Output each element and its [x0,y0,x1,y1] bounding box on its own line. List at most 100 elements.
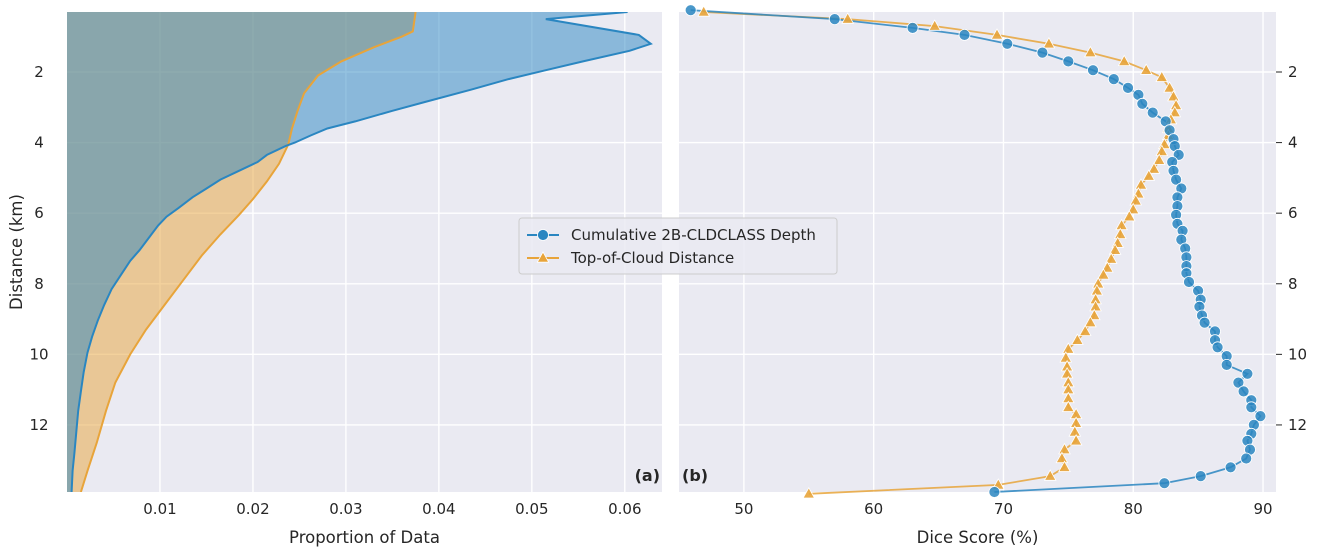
data-point-triangle [1155,70,1169,82]
x-tick-label: 0.04 [422,500,455,518]
x-tick-label: 50 [734,500,753,518]
data-point-circle [1122,82,1134,94]
data-point-triangle [990,28,1004,40]
x-tick-label: 0.03 [329,500,362,518]
data-point-triangle [1059,351,1073,363]
y-tick-label: 10 [29,345,48,363]
x-tick-label: 0.05 [515,500,548,518]
data-point-triangle [1061,342,1075,354]
data-point-triangle [1071,333,1084,345]
data-point-circle [1136,97,1149,110]
data-point-circle [1107,73,1120,85]
y-tick-label: 4 [34,134,44,152]
data-point-triangle [1134,178,1148,190]
legend-label-cumulative-depth: Cumulative 2B-CLDCLASS Depth [571,226,816,244]
data-point-triangle [1139,63,1153,75]
data-point-circle [1036,46,1049,59]
data-point-triangle [1069,416,1083,428]
data-point-circle [1240,452,1253,465]
data-point-triangle [1126,202,1140,215]
y-tick-label: 12 [29,416,48,434]
data-point-circle [1146,106,1159,119]
data-point-triangle [1122,209,1136,222]
area-fill-cumulative-2b-cldclass-depth [67,12,651,492]
data-point-circle [1170,173,1182,186]
x-tick-label: 0.02 [236,500,269,518]
y-tick-label: 8 [34,275,44,293]
y-tick-label-right: 4 [1288,134,1298,152]
y-tick-label-right: 2 [1288,63,1298,81]
data-point-triangle [1042,36,1056,49]
data-point-triangle [928,19,942,31]
legend: Cumulative 2B-CLDCLASS Depth Top-of-Clou… [518,217,838,275]
data-point-triangle [1113,227,1127,239]
panel-a: 0.01 0.02 0.03 0.04 0.05 0.06 2 4 6 8 10 12 Proport… [7,12,662,547]
data-point-triangle [1155,144,1169,156]
panel-a-ticks: 0.01 0.02 0.03 0.04 0.05 0.06 2 4 6 8 10 12 [29,63,641,518]
panel-b: 50 60 70 80 90 2 4 6 8 10 12 Dice Score (%) (b) [679,4,1307,547]
data-point-circle [1224,461,1237,474]
x-tick-label: 80 [1124,500,1143,518]
legend-label-top-of-cloud: Top-of-Cloud Distance [570,249,734,267]
y-tick-label-right: 12 [1288,416,1307,434]
area-line-cumulative-2b-cldclass-depth [70,12,653,492]
y-tick-label: 6 [34,204,44,222]
data-point-triangle [1069,433,1083,446]
data-point-triangle [802,486,816,499]
data-point-circle [1220,358,1233,371]
data-point-triangle [1089,299,1102,312]
panel-b-series [684,4,1267,499]
data-point-circle [988,486,1001,498]
data-point-triangle [1129,193,1143,206]
legend-marker-circle [537,229,549,241]
panel-b-ticks: 50 60 70 80 90 2 4 6 8 10 12 [734,63,1307,518]
area-line-top-of-cloud-distance [79,12,417,492]
data-point-triangle [1117,54,1131,66]
data-point-triangle [1058,442,1071,455]
panel-a-series [67,12,653,492]
data-point-triangle [1152,153,1166,165]
panel-a-x-axis-label: Proportion of Data [289,528,440,547]
data-point-triangle [1068,425,1082,437]
data-point-triangle [1168,105,1182,118]
data-point-triangle [1058,460,1071,472]
data-point-triangle [1084,45,1097,58]
data-point-circle [1001,37,1014,50]
y-tick-label: 2 [34,63,44,81]
data-point-triangle [1104,252,1118,264]
data-point-triangle [1084,315,1097,328]
panel-b-label: (b) [682,466,708,485]
data-point-circle [1232,376,1245,389]
legend-marker-triangle [536,251,550,263]
data-point-triangle [841,12,855,24]
data-point-circle [1241,367,1254,380]
data-point-triangle [697,5,711,17]
data-point-triangle [1061,400,1075,412]
data-point-triangle [1115,218,1128,231]
data-point-triangle [1043,469,1057,481]
data-point-circle [1194,470,1207,483]
data-point-triangle [1163,81,1176,93]
x-tick-label: 60 [864,500,883,518]
data-point-circle [1254,410,1267,423]
data-point-triangle [1100,261,1114,273]
data-point-circle [1183,276,1195,288]
panel-a-y-axis-label: Distance (km) [7,194,26,310]
y-tick-label-right: 10 [1288,345,1307,363]
x-tick-label: 70 [994,500,1013,518]
data-point-circle [1245,401,1258,414]
data-point-triangle [1108,243,1122,255]
data-point-circle [1158,477,1171,490]
data-point-triangle [1087,308,1101,321]
data-point-triangle [1142,169,1156,181]
data-point-circle [828,13,841,26]
y-tick-label-right: 8 [1288,275,1298,293]
x-tick-label: 0.06 [608,500,641,518]
data-point-triangle [1055,451,1069,464]
panel-b-grid [679,12,1276,492]
data-point-triangle [1097,268,1110,280]
x-tick-label: 90 [1253,500,1272,518]
data-point-circle [684,4,697,17]
data-point-circle [1237,385,1250,398]
